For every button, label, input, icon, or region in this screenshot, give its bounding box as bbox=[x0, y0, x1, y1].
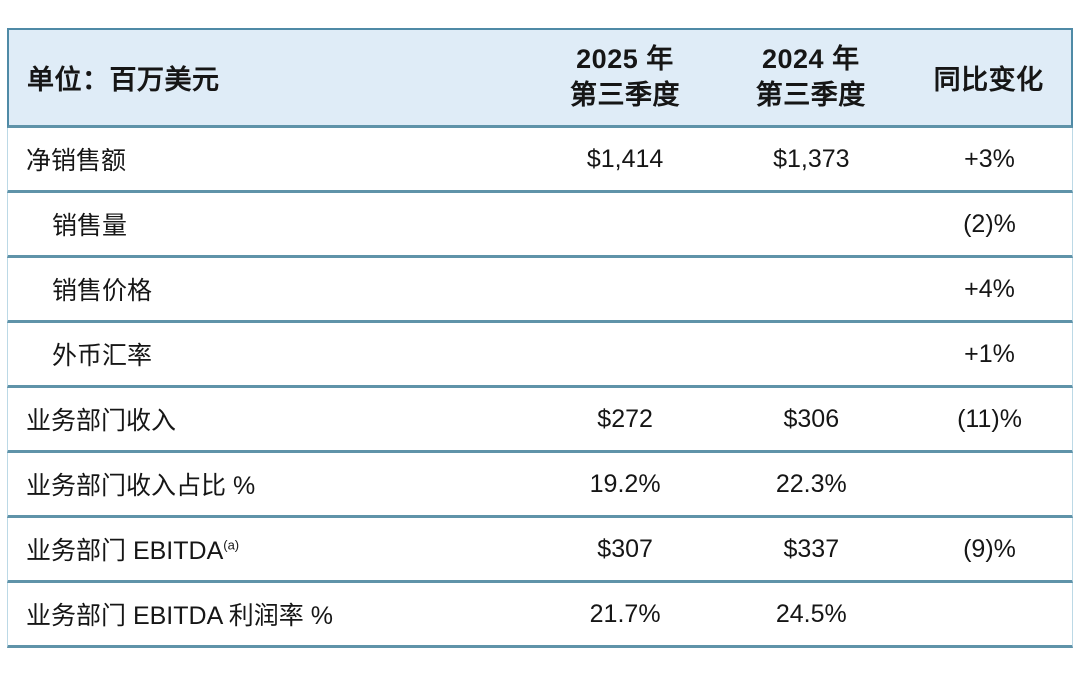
table-row-sales-volume: 销售量 (2)% bbox=[7, 193, 1073, 258]
table-row-segment-ebitda: 业务部门 EBITDA(a) $307 $337 (9)% bbox=[7, 518, 1073, 583]
value-q3-2025: 19.2% bbox=[589, 469, 661, 498]
value-yoy: (9)% bbox=[963, 534, 1016, 563]
value-q3-2025: $1,414 bbox=[586, 144, 664, 173]
column-header-q3-2025: 2025 年 第三季度 bbox=[535, 42, 716, 112]
financial-results-table: 单位：百万美元 2025 年 第三季度 2024 年 第三季度 同比变化 净销售… bbox=[7, 28, 1073, 648]
row-label: 外币汇率 bbox=[52, 342, 153, 370]
column-header-q3-2024: 2024 年 第三季度 bbox=[715, 42, 906, 112]
row-label: 销售量 bbox=[52, 212, 128, 240]
value-q3-2025: 21.7% bbox=[589, 599, 661, 628]
value-q3-2024: $1,373 bbox=[773, 144, 850, 173]
table-row-segment-income: 业务部门收入 $272 $306 (11)% bbox=[7, 388, 1073, 453]
table-row-segment-income-percent: 业务部门收入占比 % 19.2% 22.3% bbox=[7, 453, 1073, 518]
table-row-net-sales: 净销售额 $1,414 $1,373 +3% bbox=[7, 128, 1073, 193]
row-label: 业务部门收入占比 % bbox=[26, 472, 256, 500]
footnote-marker: (a) bbox=[223, 537, 240, 553]
table-row-foreign-exchange: 外币汇率 +1% bbox=[7, 323, 1073, 388]
value-yoy: +4% bbox=[964, 274, 1015, 303]
table-row-sales-price: 销售价格 +4% bbox=[7, 258, 1073, 323]
value-q3-2024: 22.3% bbox=[775, 469, 847, 498]
row-label: 净销售额 bbox=[26, 147, 127, 175]
value-q3-2024: $306 bbox=[783, 404, 840, 433]
row-label: 业务部门 EBITDA 利润率 % bbox=[26, 602, 333, 630]
column-header-q3-2024-line1: 2024 年 bbox=[762, 44, 860, 75]
value-yoy: +3% bbox=[964, 144, 1015, 173]
unit-label: 单位：百万美元 bbox=[27, 65, 220, 95]
value-yoy: (2)% bbox=[963, 209, 1016, 238]
column-header-q3-2025-line1: 2025 年 bbox=[576, 44, 674, 75]
column-header-yoy-change: 同比变化 bbox=[933, 65, 1044, 95]
value-q3-2025: $307 bbox=[597, 534, 653, 563]
table-header-row: 单位：百万美元 2025 年 第三季度 2024 年 第三季度 同比变化 bbox=[7, 28, 1073, 128]
column-header-q3-2025-line2: 第三季度 bbox=[569, 79, 680, 110]
value-q3-2024: $337 bbox=[783, 534, 840, 563]
column-header-q3-2024-line2: 第三季度 bbox=[755, 79, 866, 110]
row-label-text: 业务部门 EBITDA bbox=[26, 537, 224, 565]
table-row-segment-ebitda-margin: 业务部门 EBITDA 利润率 % 21.7% 24.5% bbox=[7, 583, 1073, 648]
value-q3-2024: 24.5% bbox=[775, 599, 847, 628]
row-label: 业务部门 EBITDA(a) bbox=[8, 531, 535, 567]
value-yoy: (11)% bbox=[957, 404, 1022, 433]
row-label: 销售价格 bbox=[52, 277, 153, 305]
value-yoy: +1% bbox=[964, 339, 1015, 368]
value-q3-2025: $272 bbox=[597, 404, 653, 433]
row-label: 业务部门收入 bbox=[26, 407, 177, 435]
